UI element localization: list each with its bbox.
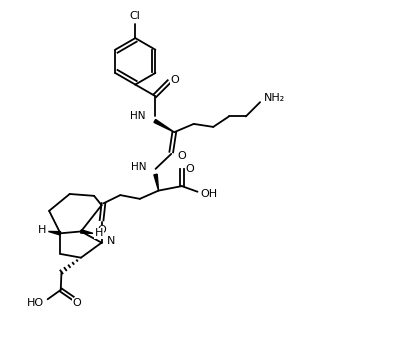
Polygon shape	[81, 230, 93, 233]
Text: O: O	[171, 75, 179, 85]
Text: Cl: Cl	[130, 11, 141, 21]
Text: O: O	[72, 299, 81, 308]
Polygon shape	[154, 174, 158, 191]
Text: H: H	[95, 228, 103, 238]
Text: HO: HO	[27, 298, 44, 308]
Text: H: H	[38, 225, 47, 235]
Text: O: O	[97, 225, 106, 235]
Text: OH: OH	[200, 189, 217, 199]
Text: HN: HN	[130, 110, 145, 121]
Text: N: N	[107, 236, 115, 246]
Text: O: O	[185, 164, 194, 174]
Text: NH₂: NH₂	[264, 93, 285, 103]
Polygon shape	[154, 119, 174, 132]
Text: O: O	[178, 151, 186, 161]
Text: HN: HN	[131, 162, 146, 172]
Polygon shape	[49, 232, 60, 235]
